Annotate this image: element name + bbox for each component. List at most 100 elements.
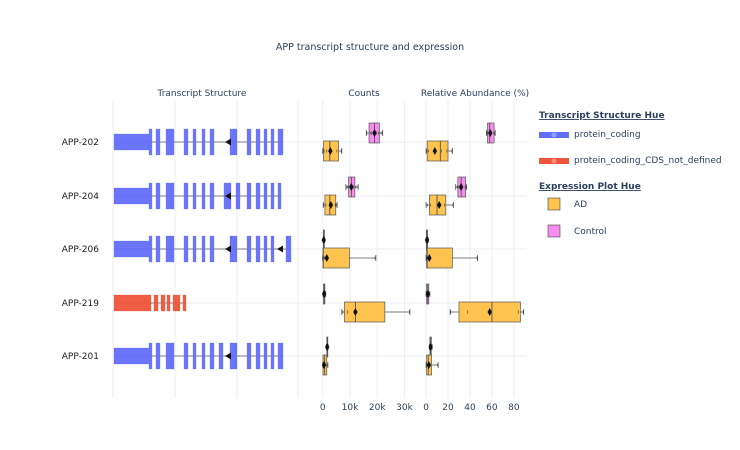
legend-item-ad[interactable]: AD [547,197,587,211]
transcript-track [113,342,284,370]
mean-marker [324,254,329,262]
exon [209,182,215,210]
exon [172,294,181,312]
box-control [425,283,431,305]
exon [192,235,197,263]
box-control [424,229,430,251]
x-tick-label: 20 [442,403,454,413]
x-tick-label: 10k [342,403,359,413]
transcript-label: APP-219 [62,299,100,309]
legend-structure-title: Transcript Structure Hue [539,111,665,121]
exon [263,342,268,370]
box-ad [425,247,479,269]
box-control [345,176,359,198]
box-ad [449,301,525,323]
exon [192,342,197,370]
mean-marker [328,201,334,209]
x-tick-label: 40 [464,403,476,413]
transcript-label: APP-202 [62,138,99,148]
mean-marker [424,236,430,244]
box-ad [322,140,343,162]
box-control [486,122,496,144]
exon [192,182,197,210]
mean-marker [437,201,442,209]
exon [285,235,292,263]
box-ad [321,354,329,376]
panel-title-abundance: Relative Abundance (%) [421,89,529,99]
exon [183,128,189,156]
legend-label-control: Control [574,227,607,237]
box-ad [425,354,439,376]
exon [246,182,252,210]
x-tick-label: 30k [396,403,413,413]
exon [246,128,252,156]
abundance-panel: 0 20 40 60 80 [423,100,525,413]
mean-marker [428,343,433,351]
exon [218,342,224,370]
transcript-track [113,235,292,263]
x-tick-label: 20k [369,403,386,413]
exon [165,128,175,156]
legend-item-cds-not-defined[interactable]: protein_coding_CDS_not_defined [539,156,722,166]
exon [255,182,261,210]
exon [277,128,284,156]
mean-marker [425,290,431,298]
chart-title: APP transcript structure and expression [276,42,464,53]
box-control [321,229,326,251]
exon [113,240,150,258]
legend-swatch-ad [547,197,561,211]
strand-arrow [225,245,231,253]
mean-marker [325,343,330,351]
exon [229,342,238,370]
mean-marker [321,290,327,298]
mean-marker [349,183,354,191]
legend-label-ad: AD [574,200,587,210]
box-ad [425,194,454,216]
exon [166,294,171,312]
exon [113,294,152,312]
exon [148,342,153,370]
exon [270,235,275,263]
mean-marker [458,183,464,191]
mean-marker [426,361,432,369]
exon [155,235,161,263]
exon [263,235,268,263]
box-ad [425,140,453,162]
mean-marker [372,129,377,137]
legend-item-control[interactable]: Control [547,224,607,238]
x-tick-label: 0 [320,403,326,413]
strand-arrow [225,352,231,360]
strand-arrow [225,192,231,200]
box [426,247,453,269]
box [426,140,449,162]
box-ad [322,194,338,216]
exon [182,294,187,312]
legend-swatch-marker [551,132,557,138]
legend-label-cds-not-defined: protein_coding_CDS_not_defined [574,156,722,166]
exon [165,342,175,370]
legend-label-protein-coding: protein_coding [574,130,641,140]
mean-marker [321,361,327,369]
exon [270,342,275,370]
transcript-track [113,294,187,312]
x-tick-label: 60 [486,403,498,413]
box-ad [341,301,411,323]
exon [155,128,161,156]
exon [209,342,215,370]
exon [270,128,275,156]
exon [263,182,268,210]
exon [263,128,268,156]
exon [113,347,150,365]
exon [270,182,275,210]
transcript-labels: APP-202 APP-204 APP-206 APP-219 APP-201 [62,138,100,362]
exon [155,182,161,210]
exon [113,133,150,151]
exon [192,128,197,156]
legend-item-protein-coding[interactable]: protein_coding [539,130,641,140]
box-control [365,122,384,144]
panel-title-counts: Counts [348,89,380,99]
box-ad [322,247,377,269]
mean-marker [432,147,438,155]
exon [153,294,159,312]
